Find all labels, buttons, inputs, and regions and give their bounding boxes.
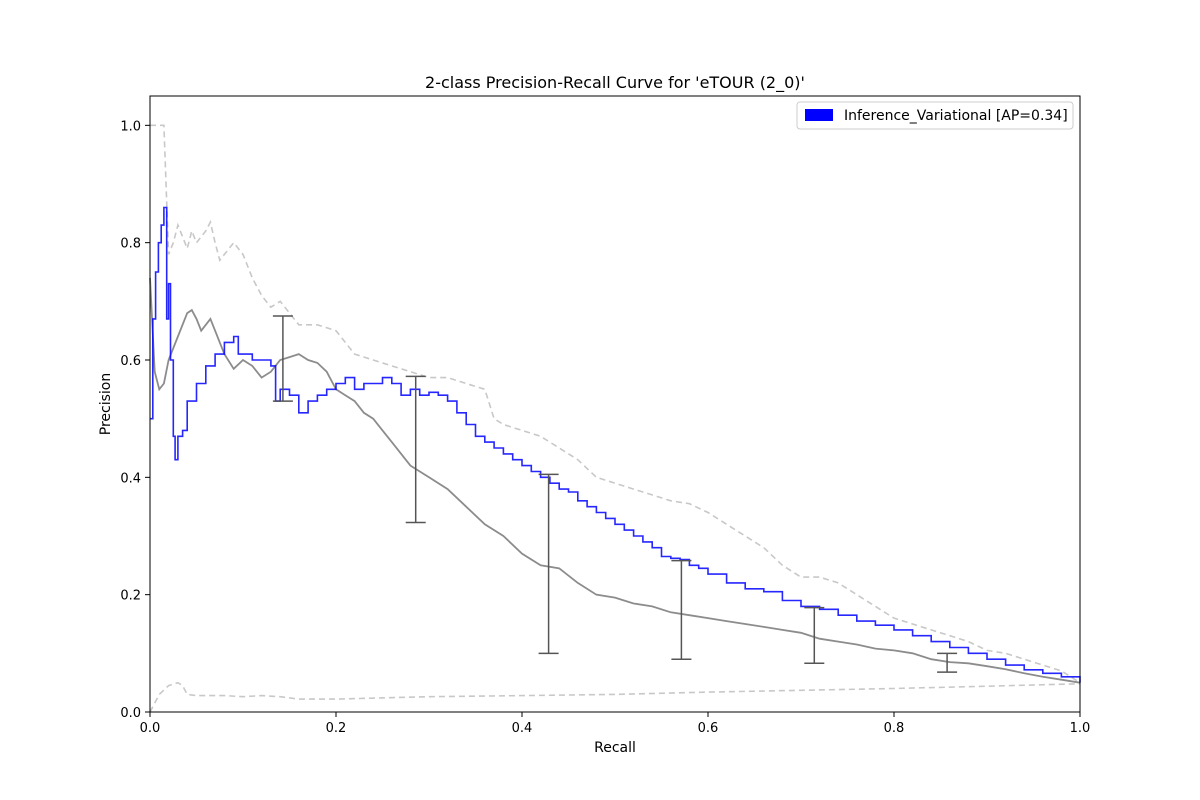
series-main-line	[150, 206, 1081, 683]
error-bar	[272, 315, 293, 402]
error-bar	[671, 559, 692, 660]
y-tick-label: 0.4	[120, 471, 141, 486]
y-tick-label: 1.0	[120, 119, 141, 134]
x-tick-label: 0.4	[512, 721, 533, 736]
error-bar	[804, 606, 825, 665]
axes-frame	[149, 95, 1081, 713]
y-axis-label: Precision	[98, 373, 114, 435]
x-tick-label: 0.6	[698, 721, 719, 736]
series-mean-line	[149, 277, 1081, 684]
series-upper-line	[150, 124, 1081, 684]
y-tick-label: 0.2	[120, 589, 141, 604]
chart-title: 2-class Precision-Recall Curve for 'eTOU…	[425, 73, 805, 93]
plot-area	[149, 124, 1081, 713]
x-axis-label: Recall	[594, 740, 636, 756]
x-tick-label: 0.0	[140, 721, 161, 736]
y-tick-label: 0.6	[120, 354, 141, 369]
x-tick-label: 0.2	[326, 721, 347, 736]
y-tick-label: 0.8	[120, 237, 141, 252]
y-tick-label: 0.0	[120, 706, 141, 721]
axis-ticks: 0.0 0.2 0.4 0.6 0.8 1.0 0.0 0.2 0.4 0.6 0.8 1.0	[120, 119, 1090, 736]
series-lower-line	[149, 681, 1081, 713]
legend-swatch	[805, 109, 833, 121]
error-bar	[937, 652, 958, 673]
x-tick-label: 0.8	[884, 721, 905, 736]
error-bar	[538, 473, 559, 655]
legend-entry-label: Inference_Variational [AP=0.34]	[844, 108, 1068, 124]
legend: Inference_Variational [AP=0.34]	[796, 101, 1074, 130]
legend-box	[796, 101, 1074, 130]
error-bar	[405, 375, 426, 524]
x-tick-label: 1.0	[1070, 721, 1091, 736]
